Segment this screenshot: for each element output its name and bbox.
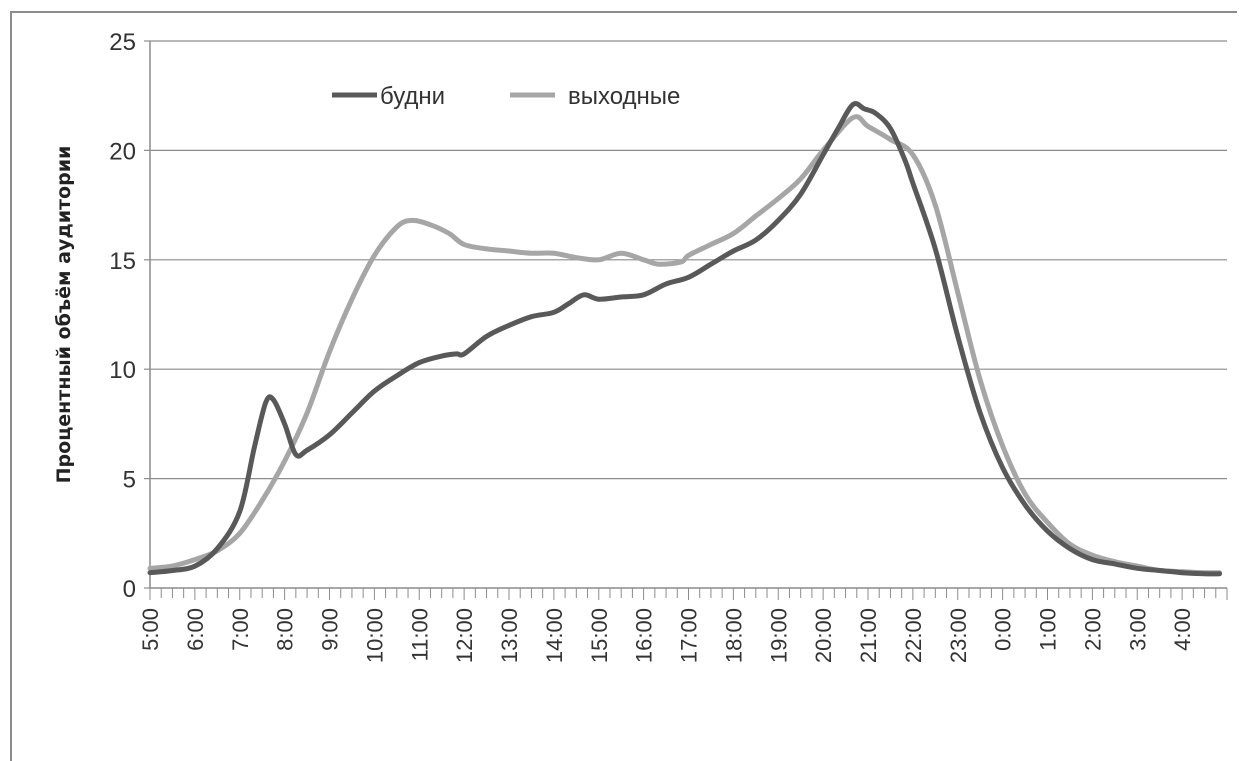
x-tick-label: 3:00: [1125, 608, 1150, 651]
x-tick-label: 5:00: [138, 608, 163, 651]
x-tick-label: 18:00: [721, 608, 746, 663]
x-tick-label: 10:00: [362, 608, 387, 663]
y-axis-label: Процентный объём аудитории: [53, 146, 75, 484]
x-tick-label: 6:00: [183, 608, 208, 651]
x-tick-label: 14:00: [542, 608, 567, 663]
x-tick-label: 19:00: [766, 608, 791, 663]
x-tick-label: 15:00: [587, 608, 612, 663]
x-tick-label: 11:00: [407, 608, 432, 661]
series-lines: [147, 101, 1222, 577]
legend-label-weekends: выходные: [568, 83, 680, 110]
x-tick-label: 0:00: [991, 608, 1016, 651]
grid-lines: [150, 40, 1227, 480]
chart-frame: [10, 11, 1237, 761]
x-tick-label: 1:00: [1036, 608, 1061, 651]
x-tick-label: 13:00: [497, 608, 522, 663]
x-tick-label: 21:00: [856, 608, 881, 663]
series-line-weekends: [147, 114, 1222, 576]
series-line-weekdays: [147, 101, 1222, 577]
x-tick-label: 20:00: [811, 608, 836, 663]
axes: 0 5 10 15 20 25 5:00 6:00 7:00 8:00 9:00 10:00 11:00…: [109, 29, 1228, 663]
legend: будни выходные: [332, 83, 680, 110]
y-tick-label: 5: [123, 467, 136, 494]
y-tick-label: 15: [109, 248, 136, 275]
legend-label-weekdays: будни: [380, 83, 445, 110]
y-tick-label: 0: [123, 576, 136, 603]
x-tick-label: 7:00: [228, 608, 253, 651]
x-tick-label: 17:00: [677, 608, 702, 663]
y-tick-label: 20: [109, 138, 136, 165]
y-tick-label: 10: [109, 357, 136, 384]
x-tick-label: 16:00: [632, 608, 657, 663]
x-tick-label: 23:00: [946, 608, 971, 663]
x-tick-label: 2:00: [1080, 608, 1105, 651]
x-tick-label: 9:00: [318, 608, 343, 651]
x-tick-label: 4:00: [1170, 608, 1195, 651]
x-tick-label: 12:00: [452, 608, 477, 663]
x-tick-label: 22:00: [901, 608, 926, 663]
y-tick-label: 25: [109, 29, 136, 56]
x-tick-label: 8:00: [273, 608, 298, 651]
